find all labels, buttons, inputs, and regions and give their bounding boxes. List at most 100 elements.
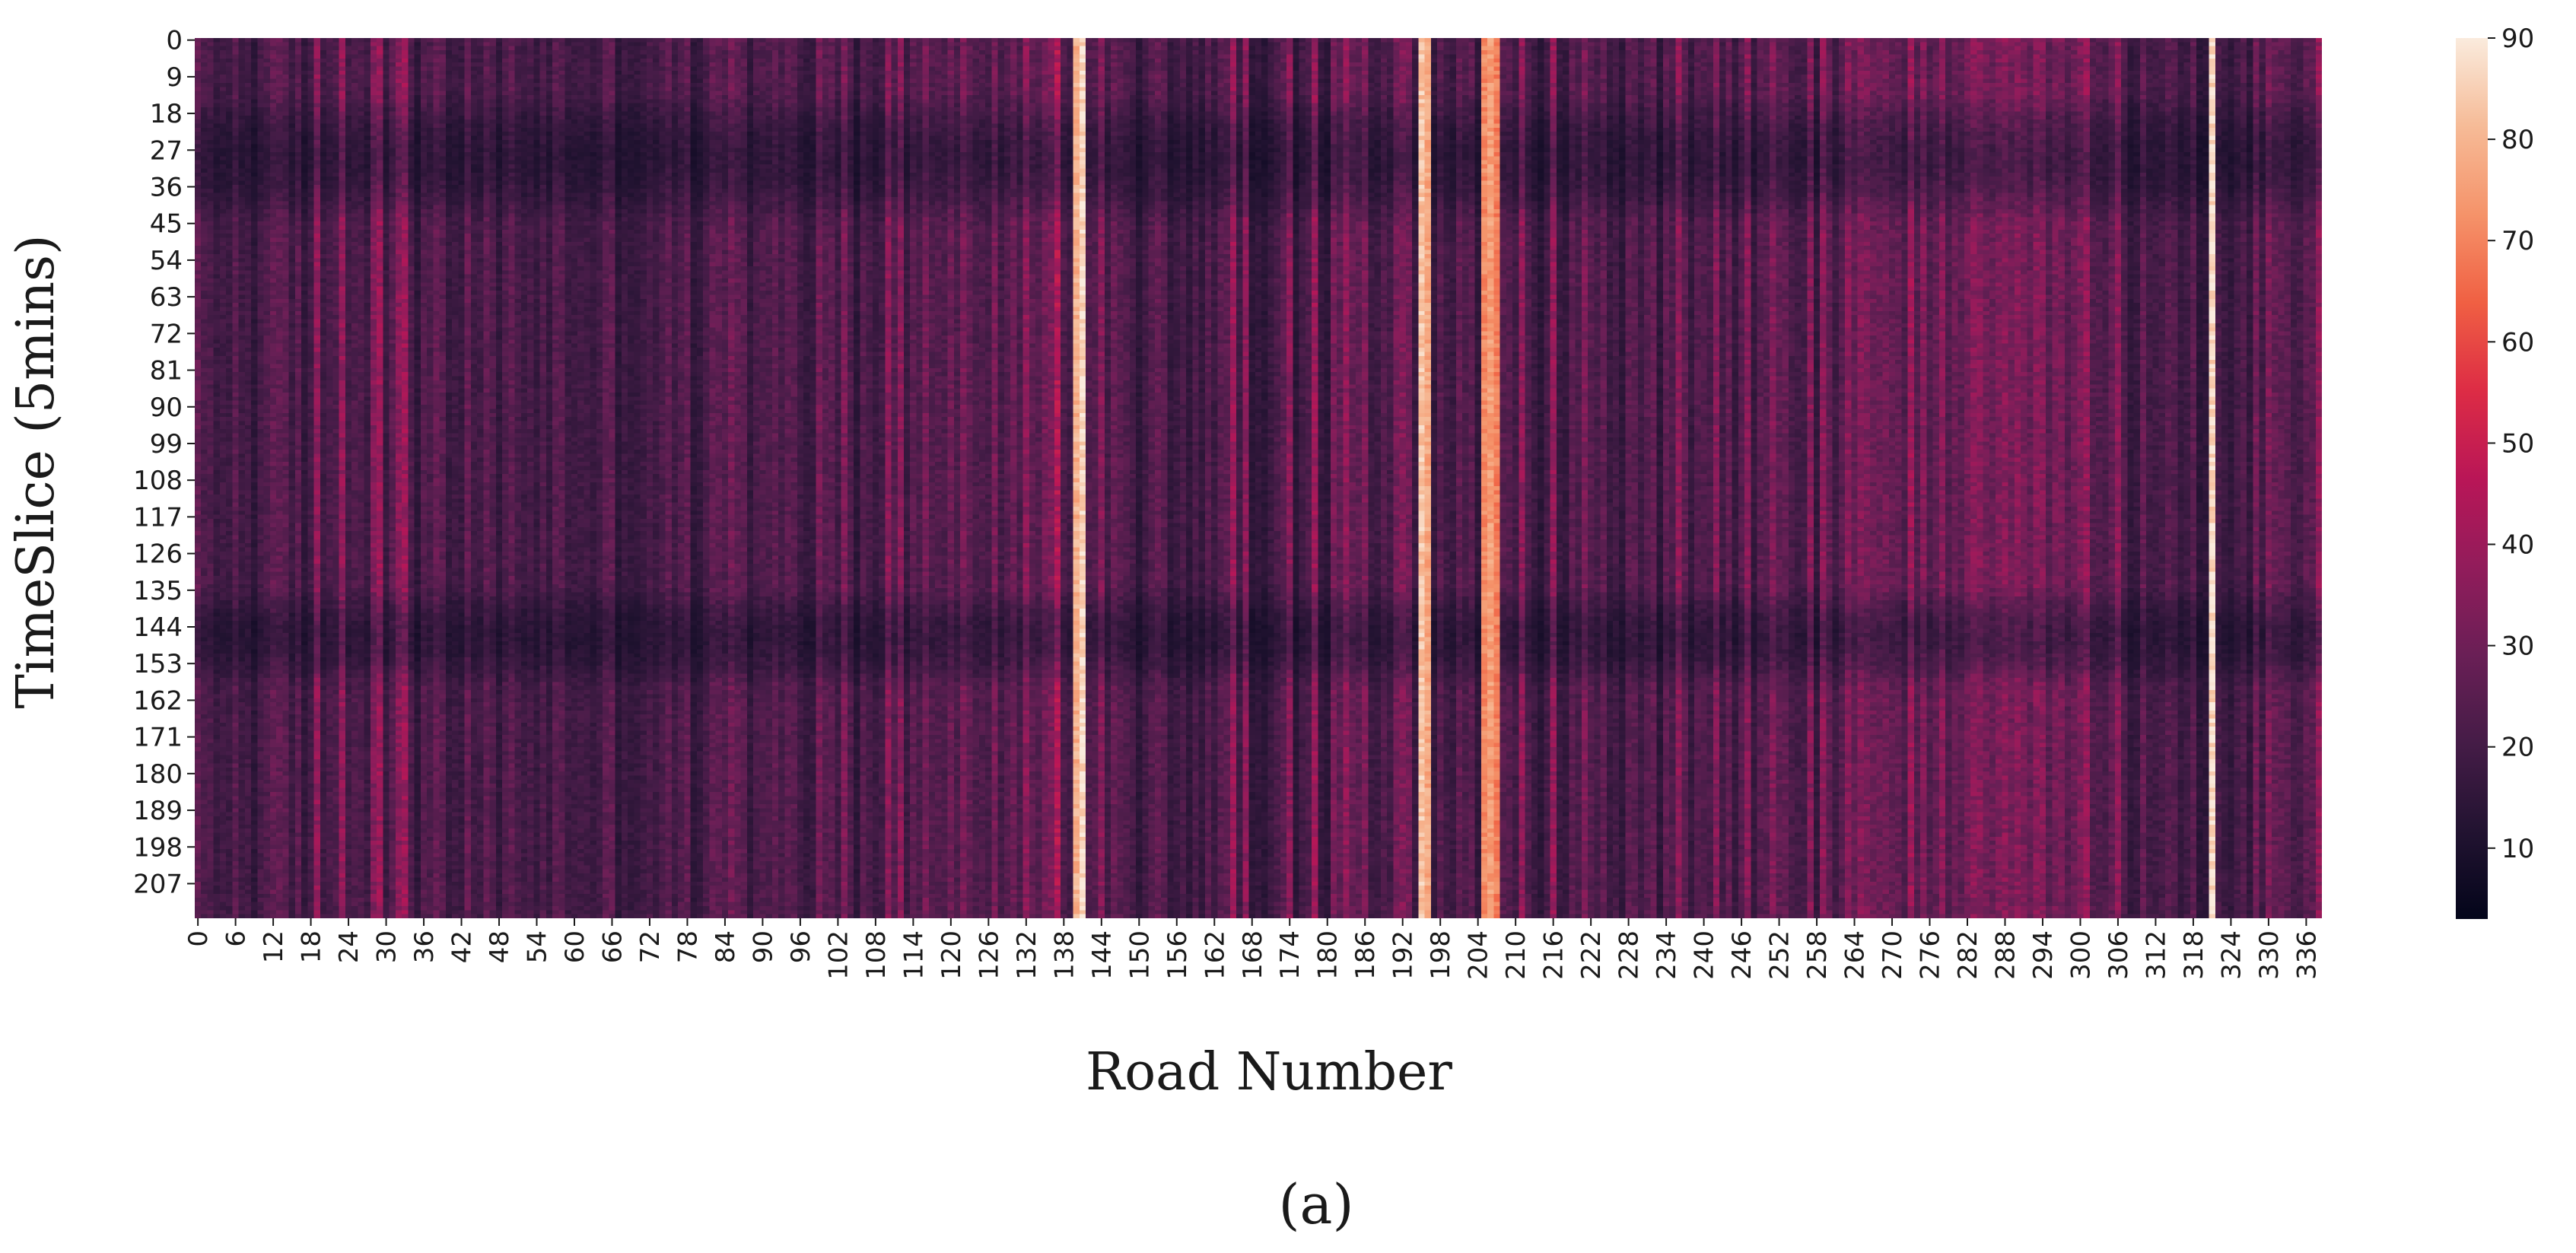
y-tick-label: 207: [133, 869, 183, 899]
x-tick-label: 120: [937, 930, 967, 980]
x-tick-label: 150: [1124, 930, 1155, 980]
colorbar-tick-label: 70: [2501, 226, 2534, 256]
x-tick-label: 162: [1200, 930, 1230, 980]
x-tick-label: 174: [1275, 930, 1305, 980]
x-tick-label: 42: [447, 930, 478, 963]
x-tick-label: 216: [1539, 930, 1569, 980]
colorbar-gradient: [2456, 38, 2488, 919]
x-tick-label: 282: [1953, 930, 1983, 980]
y-tick-label: 189: [133, 796, 183, 826]
x-tick-label: 306: [2104, 930, 2134, 980]
colorbar-tick-label: 90: [2501, 24, 2534, 54]
x-tick-label: 36: [409, 930, 440, 963]
x-tick-label: 324: [2216, 930, 2247, 980]
x-tick-label: 132: [1012, 930, 1042, 980]
y-tick-label: 0: [166, 26, 183, 56]
x-tick-label: 6: [221, 930, 252, 947]
x-tick-label: 102: [823, 930, 854, 980]
x-tick-label: 126: [974, 930, 1004, 980]
figure-caption: (a): [1278, 1172, 1353, 1236]
y-tick-label: 99: [150, 429, 183, 460]
x-tick-label: 156: [1162, 930, 1193, 980]
y-tick-label: 198: [133, 832, 183, 863]
y-tick-label: 36: [150, 173, 183, 203]
x-tick-label: 84: [711, 930, 741, 963]
x-tick-label: 72: [635, 930, 666, 963]
x-tick-label: 108: [861, 930, 892, 980]
y-tick-label: 126: [133, 539, 183, 570]
colorbar-tick-label: 80: [2501, 125, 2534, 155]
x-tick-label: 186: [1350, 930, 1381, 980]
x-tick-label: 270: [1878, 930, 1908, 980]
x-tick-label: 180: [1313, 930, 1344, 980]
x-tick-label: 24: [334, 930, 364, 963]
y-axis-title: TimeSlice (5mins): [6, 234, 66, 708]
y-axis-ticks: 0 9 18 27 36 45 54 63 72 81 90 99 108 117 126 135 144 153…: [133, 26, 195, 899]
colorbar: 10 20 30 40 50 60 70 80 90: [2456, 24, 2534, 919]
y-tick-label: 117: [133, 502, 183, 533]
x-tick-label: 330: [2254, 930, 2285, 980]
y-tick-label: 171: [133, 723, 183, 753]
x-tick-label: 318: [2179, 930, 2209, 980]
x-tick-label: 228: [1614, 930, 1645, 980]
y-tick-label: 27: [150, 135, 183, 166]
colorbar-tick-label: 60: [2501, 327, 2534, 358]
x-tick-label: 54: [523, 930, 553, 963]
x-tick-label: 294: [2028, 930, 2059, 980]
x-tick-label: 252: [1765, 930, 1795, 980]
heatmap-area: [195, 38, 2322, 918]
colorbar-tick-label: 10: [2501, 834, 2534, 864]
y-tick-label: 81: [150, 356, 183, 386]
colorbar-tick-label: 40: [2501, 530, 2534, 561]
y-tick-label: 45: [150, 209, 183, 240]
x-tick-label: 276: [1916, 930, 1946, 980]
colorbar-tick-label: 30: [2501, 631, 2534, 662]
x-tick-label: 12: [259, 930, 289, 963]
x-tick-label: 30: [372, 930, 402, 963]
x-tick-label: 66: [597, 930, 628, 963]
y-tick-label: 135: [133, 576, 183, 606]
x-axis-ticks: 0 6 12 18 24 30 36 42 48 54 60 66 72 78 84 90 96 102 108 11…: [183, 918, 2322, 980]
y-tick-label: 72: [150, 319, 183, 349]
x-tick-label: 210: [1501, 930, 1531, 980]
y-tick-label: 162: [133, 685, 183, 716]
x-tick-label: 336: [2291, 930, 2322, 980]
y-tick-label: 63: [150, 282, 183, 313]
x-tick-label: 48: [485, 930, 515, 963]
x-axis-title: Road Number: [1086, 1042, 1452, 1102]
x-tick-label: 258: [1802, 930, 1833, 980]
x-tick-label: 264: [1840, 930, 1871, 980]
x-tick-label: 312: [2141, 930, 2171, 980]
x-tick-label: 78: [673, 930, 703, 963]
y-tick-label: 90: [150, 393, 183, 423]
x-tick-label: 240: [1690, 930, 1720, 980]
x-tick-label: 288: [1990, 930, 2021, 980]
x-tick-label: 204: [1464, 930, 1494, 980]
x-tick-label: 18: [297, 930, 327, 963]
x-tick-label: 60: [560, 930, 590, 963]
y-tick-label: 54: [150, 246, 183, 276]
y-tick-label: 18: [150, 99, 183, 129]
x-tick-label: 90: [748, 930, 778, 963]
x-tick-label: 234: [1652, 930, 1682, 980]
x-tick-label: 138: [1049, 930, 1080, 980]
x-tick-label: 198: [1426, 930, 1456, 980]
y-tick-label: 9: [166, 62, 183, 93]
heatmap-cells: [195, 38, 2322, 918]
colorbar-tick-label: 20: [2501, 733, 2534, 763]
y-tick-label: 180: [133, 759, 183, 790]
x-tick-label: 144: [1087, 930, 1118, 980]
y-tick-label: 108: [133, 466, 183, 496]
x-tick-label: 168: [1238, 930, 1268, 980]
x-tick-label: 114: [898, 930, 929, 980]
colorbar-tick-label: 50: [2501, 428, 2534, 459]
y-tick-label: 144: [133, 612, 183, 643]
x-tick-label: 222: [1576, 930, 1607, 980]
x-tick-label: 0: [183, 930, 214, 947]
y-tick-label: 153: [133, 649, 183, 679]
x-tick-label: 300: [2066, 930, 2096, 980]
x-tick-label: 246: [1727, 930, 1757, 980]
x-tick-label: 192: [1388, 930, 1419, 980]
x-tick-label: 96: [786, 930, 816, 963]
